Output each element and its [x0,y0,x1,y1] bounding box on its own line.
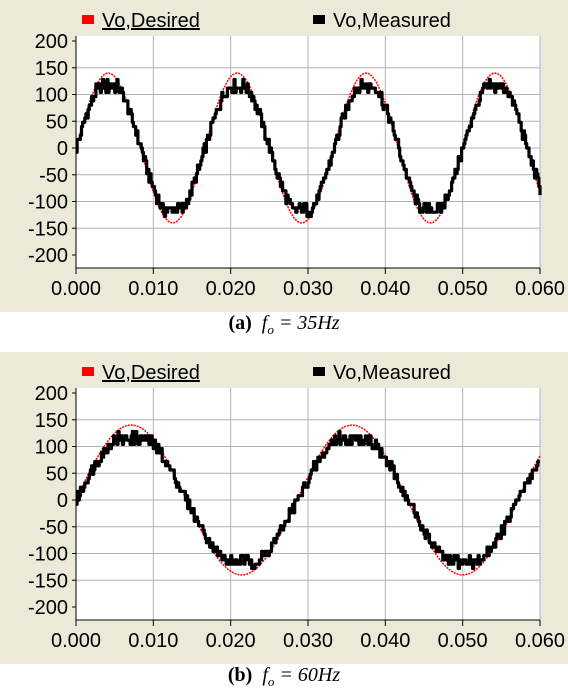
legend-swatch-1 [313,367,325,376]
y-tick-label: -200 [28,245,68,267]
caption-a-eq: = 35Hz [273,312,340,334]
x-tick-label: 0.000 [51,278,101,300]
y-tick-label: 200 [35,383,68,405]
caption-b-label: (b) [227,664,253,686]
y-tick-label: 100 [35,85,68,107]
chart-panel-a: Vo,Desired Vo,Measured 200 150 100 50 0 -50 -100… [0,0,568,312]
y-tick-label: 200 [35,31,68,53]
y-tick-label: 50 [46,111,68,133]
x-tick-label: 0.000 [51,630,101,652]
y-tick-label: -100 [28,544,68,566]
x-tick-label: 0.020 [206,278,256,300]
legend-label-0: Vo,Desired [102,362,200,384]
x-tick-label: 0.060 [515,278,565,300]
x-tick-label: 0.030 [283,630,333,652]
y-tick-label: 0 [57,138,68,160]
caption-a: (a) fo = 35Hz [0,312,568,338]
legend-box [76,4,540,36]
chart-a-svg: Vo,Desired Vo,Measured 200 150 100 50 0 -50 -100… [0,0,568,312]
y-tick-label: -50 [39,165,68,187]
y-tick-label: -100 [28,192,68,214]
series-line-measured [75,429,541,571]
x-tick-label: 0.040 [360,630,410,652]
y-tick-label: -50 [39,517,68,539]
x-tick-label: 0.030 [283,278,333,300]
y-tick-label: -200 [28,597,68,619]
x-tick-label: 0.020 [206,630,256,652]
legend-label-0: Vo,Desired [102,10,200,32]
y-tick-label: 100 [35,437,68,459]
legend-swatch-0 [82,15,94,24]
caption-a-label: (a) [228,312,252,334]
x-tick-label: 0.060 [515,630,565,652]
y-tick-label: -150 [28,570,68,592]
y-tick-label: 0 [57,490,68,512]
caption-a-f: f [261,312,268,334]
caption-b-eq: = 60Hz [274,664,341,686]
caption-b-f: f [262,664,268,686]
chart-b-svg: Vo,Desired Vo,Measured 200 150 100 50 0 -50 -100… [0,352,568,664]
x-tick-label: 0.050 [438,630,488,652]
legend-label-1: Vo,Measured [333,362,451,384]
y-tick-label: 150 [35,58,68,80]
x-tick-label: 0.010 [128,630,178,652]
caption-a-sub: o [267,322,274,337]
chart-panel-b: Vo,Desired Vo,Measured 200 150 100 50 0 -50 -100… [0,352,568,664]
y-tick-label: 50 [46,463,68,485]
legend-swatch-0 [82,367,94,376]
x-tick-label: 0.050 [438,278,488,300]
series-line-measured [75,77,542,219]
y-tick-label: 150 [35,410,68,432]
caption-b: (b) fo = 60Hz [0,664,568,690]
legend-box [76,356,540,388]
x-tick-label: 0.010 [128,278,178,300]
legend-label-1: Vo,Measured [333,10,451,32]
legend-swatch-1 [313,15,325,24]
y-tick-label: -150 [28,218,68,240]
caption-b-sub: o [267,674,275,689]
x-tick-label: 0.040 [360,278,410,300]
